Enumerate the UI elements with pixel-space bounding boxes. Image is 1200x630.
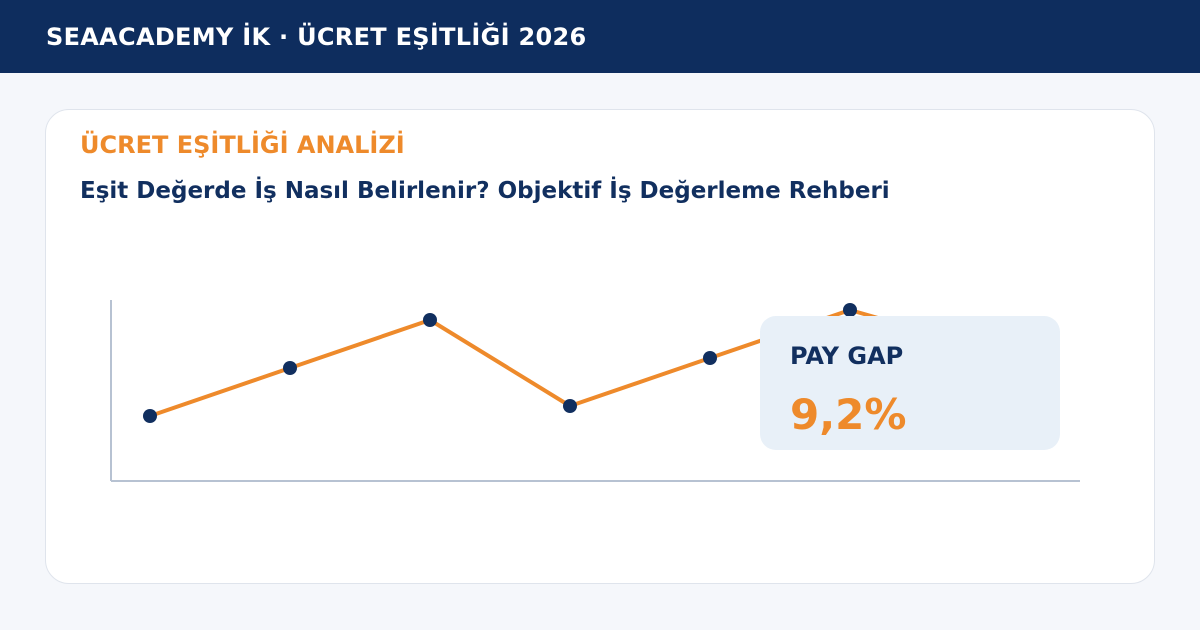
pay-gap-callout: PAY GAP 9,2%: [760, 316, 1060, 450]
data-point-4: [563, 399, 577, 413]
pay-gap-value: 9,2%: [790, 390, 907, 439]
header-title: SEAACADEMY İK · ÜCRET EŞİTLİĞİ 2026: [46, 23, 587, 51]
card-headline: Eşit Değerde İş Nasıl Belirlenir? Objekt…: [80, 178, 890, 204]
data-point-2: [283, 361, 297, 375]
pay-gap-label: PAY GAP: [790, 342, 904, 370]
data-point-1: [143, 409, 157, 423]
data-point-3: [423, 313, 437, 327]
card-eyebrow: ÜCRET EŞİTLİĞİ ANALİZİ: [80, 131, 405, 159]
data-point-6: [843, 303, 857, 317]
data-point-5: [703, 351, 717, 365]
header-bar: SEAACADEMY İK · ÜCRET EŞİTLİĞİ 2026: [0, 0, 1200, 73]
